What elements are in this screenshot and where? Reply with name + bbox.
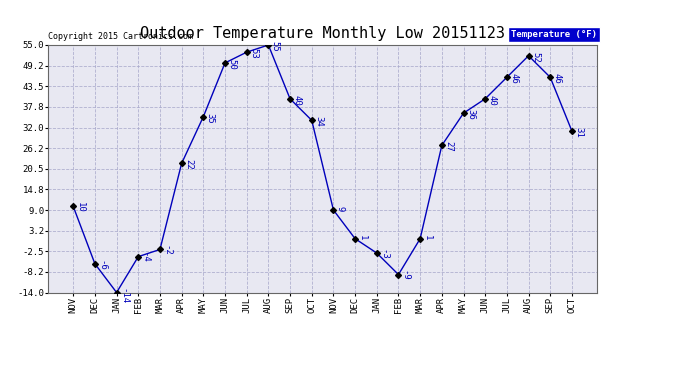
Text: 9: 9 (336, 206, 345, 211)
Text: -9: -9 (401, 270, 410, 281)
Text: Temperature (°F): Temperature (°F) (511, 30, 597, 39)
Text: -14: -14 (119, 288, 128, 304)
Text: 40: 40 (488, 94, 497, 105)
Text: 1: 1 (422, 234, 431, 240)
Text: 10: 10 (76, 202, 85, 213)
Text: 50: 50 (228, 59, 237, 69)
Text: 46: 46 (553, 73, 562, 84)
Text: -3: -3 (380, 249, 388, 259)
Text: 34: 34 (314, 116, 323, 127)
Text: 46: 46 (509, 73, 518, 84)
Text: 53: 53 (249, 48, 258, 59)
Text: 55: 55 (270, 41, 280, 52)
Text: -4: -4 (141, 252, 150, 263)
Text: -2: -2 (162, 245, 171, 256)
Text: 40: 40 (293, 94, 302, 105)
Text: 27: 27 (444, 141, 453, 152)
Text: 31: 31 (574, 127, 583, 138)
Text: Copyright 2015 Cartronics.com: Copyright 2015 Cartronics.com (48, 32, 193, 41)
Text: 1: 1 (357, 234, 366, 240)
Text: -6: -6 (97, 260, 106, 270)
Text: 36: 36 (466, 109, 475, 120)
Text: 52: 52 (531, 52, 540, 62)
Text: 22: 22 (184, 159, 193, 170)
Title: Outdoor Temperature Monthly Low 20151123: Outdoor Temperature Monthly Low 20151123 (140, 26, 505, 41)
Text: 35: 35 (206, 112, 215, 123)
